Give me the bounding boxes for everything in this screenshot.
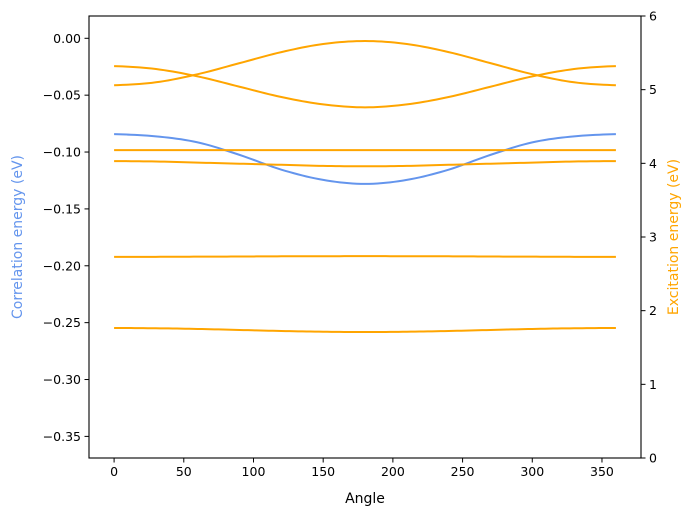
series-line-1 xyxy=(114,40,616,87)
left-y-axis-ticks: 0.00 −0.05 −0.10 −0.15 −0.20 −0.25 −0.30 −0.35 xyxy=(43,31,89,444)
x-tick-label: 150 xyxy=(311,464,335,479)
axes-frame xyxy=(88,15,642,459)
x-axis-label: Angle xyxy=(345,491,385,507)
x-tick-label: 300 xyxy=(520,464,544,479)
left-y-tick-label: −0.35 xyxy=(43,429,81,444)
series-line-6 xyxy=(114,326,616,334)
left-y-tick-label: −0.30 xyxy=(43,372,81,387)
plot-curves xyxy=(114,40,616,334)
x-axis-ticks: 0 50 100 150 200 250 300 350 xyxy=(110,458,614,479)
right-y-tick-label: 3 xyxy=(649,230,657,245)
left-y-tick-label: 0.00 xyxy=(53,31,81,46)
x-tick-label: 100 xyxy=(242,464,266,479)
x-tick-label: 50 xyxy=(176,464,192,479)
right-y-tick-label: 0 xyxy=(649,451,657,466)
right-y-tick-label: 1 xyxy=(649,377,657,392)
right-y-axis-ticks: 0 1 2 3 4 5 6 xyxy=(641,9,657,466)
x-tick-label: 0 xyxy=(110,464,118,479)
x-tick-label: 200 xyxy=(381,464,405,479)
left-y-tick-label: −0.25 xyxy=(43,315,81,330)
series-line-5 xyxy=(114,255,616,258)
left-y-axis-label: Correlation energy (eV) xyxy=(10,155,26,319)
right-y-tick-label: 4 xyxy=(649,156,657,171)
right-y-tick-label: 6 xyxy=(649,9,657,24)
right-y-tick-label: 5 xyxy=(649,82,657,97)
series-line-2 xyxy=(114,65,616,109)
x-tick-label: 250 xyxy=(451,464,475,479)
left-y-tick-label: −0.10 xyxy=(43,145,81,160)
left-y-tick-label: −0.20 xyxy=(43,258,81,273)
left-y-tick-label: −0.15 xyxy=(43,201,81,216)
right-y-tick-label: 2 xyxy=(649,303,657,318)
left-y-tick-label: −0.05 xyxy=(43,88,81,103)
series-line-0 xyxy=(114,133,616,185)
right-y-axis-label: Excitation energy (eV) xyxy=(666,159,682,315)
series-line-4 xyxy=(114,160,616,168)
x-tick-label: 350 xyxy=(590,464,614,479)
